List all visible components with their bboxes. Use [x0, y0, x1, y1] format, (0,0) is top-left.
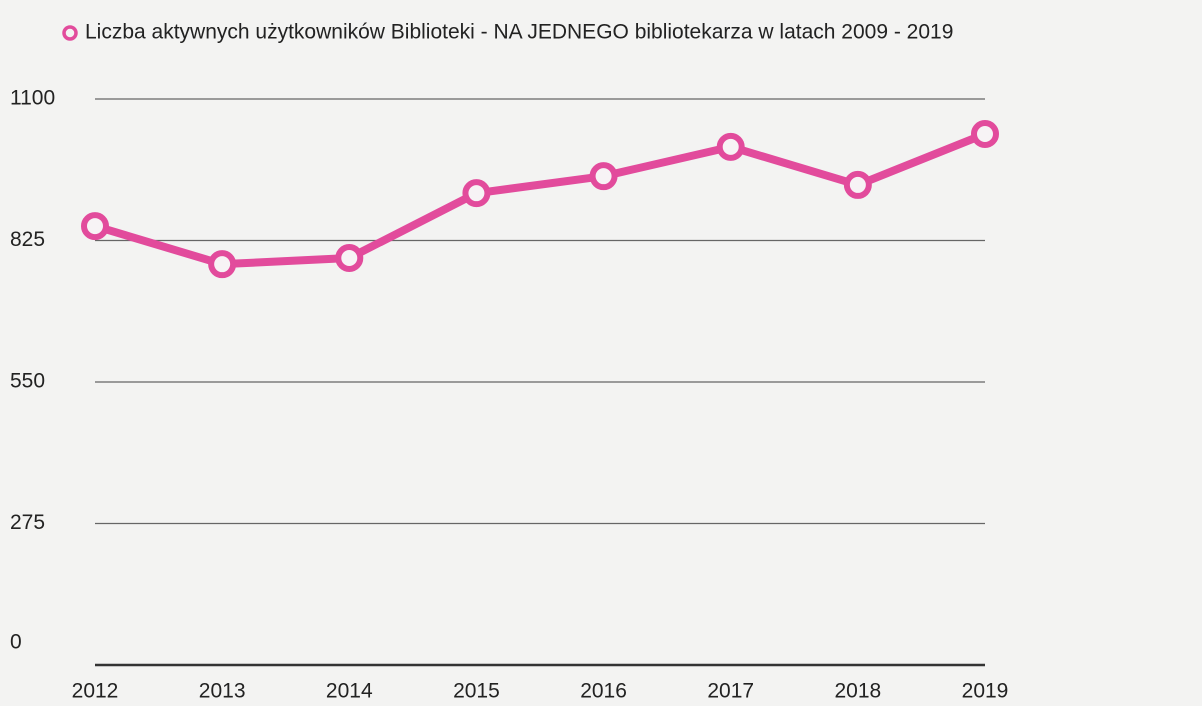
x-tick-label: 2018 — [834, 680, 881, 703]
legend-marker — [62, 25, 78, 41]
data-point — [335, 243, 364, 272]
y-tick-label: 1100 — [10, 87, 55, 110]
y-tick-label: 275 — [10, 511, 45, 534]
data-point — [81, 212, 109, 241]
x-tick-label: 2015 — [453, 680, 500, 703]
data-point — [843, 170, 872, 199]
data-point — [208, 250, 237, 279]
legend-label: Liczba aktywnych użytkowników Biblioteki… — [85, 21, 953, 44]
data-point — [716, 132, 745, 161]
x-tick-label: 2013 — [199, 680, 246, 703]
y-tick-label: 550 — [10, 370, 45, 393]
data-point — [462, 179, 491, 208]
x-tick-label: 2014 — [326, 680, 373, 703]
y-tick-label: 0 — [10, 631, 22, 654]
data-point — [589, 162, 618, 191]
series-line — [93, 130, 987, 269]
y-tick-label: 825 — [10, 228, 45, 251]
x-tick-label: 2019 — [962, 680, 1009, 703]
data-point — [971, 119, 999, 148]
x-tick-label: 2012 — [72, 680, 119, 703]
x-tick-label: 2016 — [580, 680, 627, 703]
x-tick-label: 2017 — [707, 680, 754, 703]
